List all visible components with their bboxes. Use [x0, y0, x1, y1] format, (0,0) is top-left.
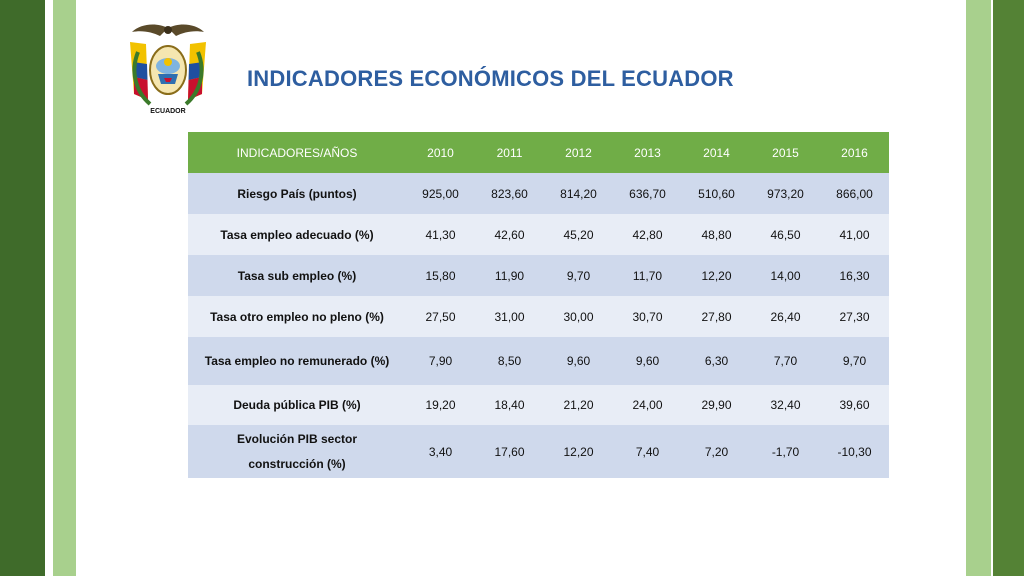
table-cell: 27,50: [425, 309, 456, 324]
table-cell: 30,00: [563, 309, 594, 324]
table-cell: -10,30: [837, 444, 872, 459]
row-label: Tasa empleo adecuado (%): [220, 227, 374, 242]
table-cell: 9,60: [635, 354, 660, 368]
header-year-2016: 2016: [841, 145, 868, 160]
table-cell: 27,80: [701, 309, 732, 324]
table-cell: 19,20: [425, 398, 456, 412]
table-cell: 41,30: [425, 227, 456, 242]
table-cell: 866,00: [836, 186, 873, 201]
row-label: Evolución PIB sector construcción (%): [188, 425, 406, 478]
table-cell: 30,70: [632, 309, 663, 324]
page-title: INDICADORES ECONÓMICOS DEL ECUADOR: [247, 66, 734, 91]
table-row: Deuda pública PIB (%) 19,20 18,40 21,20 …: [188, 385, 889, 425]
right-dark-stripe: [993, 0, 1024, 576]
row-label: Tasa empleo no remunerado (%): [204, 354, 390, 368]
table-cell: 7,70: [773, 354, 798, 368]
table-cell: 39,60: [839, 398, 870, 412]
table-cell: 9,70: [566, 268, 591, 283]
table-cell: 973,20: [767, 186, 804, 201]
left-light-stripe: [53, 0, 76, 576]
table-cell: 42,80: [632, 227, 663, 242]
table-cell: 823,60: [491, 186, 528, 201]
header-year-2012: 2012: [565, 145, 592, 160]
table-cell: 510,60: [698, 186, 735, 201]
table-cell: 15,80: [425, 268, 456, 283]
table-row: Tasa sub empleo (%) 15,80 11,90 9,70 11,…: [188, 255, 889, 296]
table-cell: 18,40: [494, 398, 525, 412]
table-cell: 9,70: [842, 354, 867, 368]
header-year-2015: 2015: [772, 145, 799, 160]
header-year-2010: 2010: [427, 145, 454, 160]
ecuador-coat-of-arms: ECUADOR: [120, 22, 216, 122]
table-cell: 14,00: [770, 268, 801, 283]
table-cell: 16,30: [839, 268, 870, 283]
row-label-line-2: construcción (%): [248, 456, 346, 471]
table-row: Tasa empleo adecuado (%) 41,30 42,60 45,…: [188, 214, 889, 255]
row-label-line-1: Evolución PIB sector: [236, 431, 358, 446]
table-cell: 11,90: [494, 268, 525, 283]
table-cell: 6,30: [704, 354, 729, 368]
table-cell: 31,00: [494, 309, 525, 324]
table-cell: 12,20: [701, 268, 732, 283]
table-cell: -1,70: [771, 444, 800, 459]
table-cell: 3,40: [428, 444, 453, 459]
table-cell: 24,00: [632, 398, 663, 412]
table-cell: 48,80: [701, 227, 732, 242]
row-label: Riesgo País (puntos): [237, 186, 357, 201]
header-indicators: INDICADORES/AÑOS: [236, 145, 358, 160]
header-year-2011: 2011: [496, 145, 523, 160]
table-row: Tasa otro empleo no pleno (%) 27,50 31,0…: [188, 296, 889, 337]
table-cell: 7,90: [428, 354, 453, 368]
right-light-stripe: [966, 0, 991, 576]
table-cell: 27,30: [839, 309, 870, 324]
header-year-2014: 2014: [703, 145, 730, 160]
table-cell: 41,00: [839, 227, 870, 242]
table-cell: 26,40: [770, 309, 801, 324]
table-cell: 29,90: [701, 398, 732, 412]
table-cell: 32,40: [770, 398, 801, 412]
table-cell: 42,60: [494, 227, 525, 242]
emblem-caption: ECUADOR: [150, 108, 186, 115]
table-cell: 925,00: [422, 186, 459, 201]
table-header-row: INDICADORES/AÑOS 2010 2011 2012 2013 201…: [188, 132, 889, 173]
table-cell: 8,50: [497, 354, 522, 368]
table-row: Evolución PIB sector construcción (%) 3,…: [188, 425, 889, 478]
table-cell: 12,20: [563, 444, 594, 459]
row-label: Tasa otro empleo no pleno (%): [210, 309, 384, 324]
table-cell: 814,20: [560, 186, 597, 201]
table-cell: 636,70: [629, 186, 666, 201]
table-row: Tasa empleo no remunerado (%) 7,90 8,50 …: [188, 337, 889, 385]
table-cell: 45,20: [563, 227, 594, 242]
table-cell: 7,20: [704, 444, 729, 459]
table-cell: 21,20: [563, 398, 594, 412]
row-label: Deuda pública PIB (%): [233, 398, 361, 412]
row-label: Tasa sub empleo (%): [237, 268, 357, 283]
left-dark-stripe: [0, 0, 45, 576]
table-cell: 9,60: [566, 354, 591, 368]
table-cell: 11,70: [632, 268, 663, 283]
table-cell: 46,50: [770, 227, 801, 242]
table-cell: 7,40: [635, 444, 660, 459]
table-row: Riesgo País (puntos) 925,00 823,60 814,2…: [188, 173, 889, 214]
table-cell: 17,60: [494, 444, 525, 459]
header-year-2013: 2013: [634, 145, 661, 160]
indicators-table: INDICADORES/AÑOS 2010 2011 2012 2013 201…: [188, 132, 889, 478]
